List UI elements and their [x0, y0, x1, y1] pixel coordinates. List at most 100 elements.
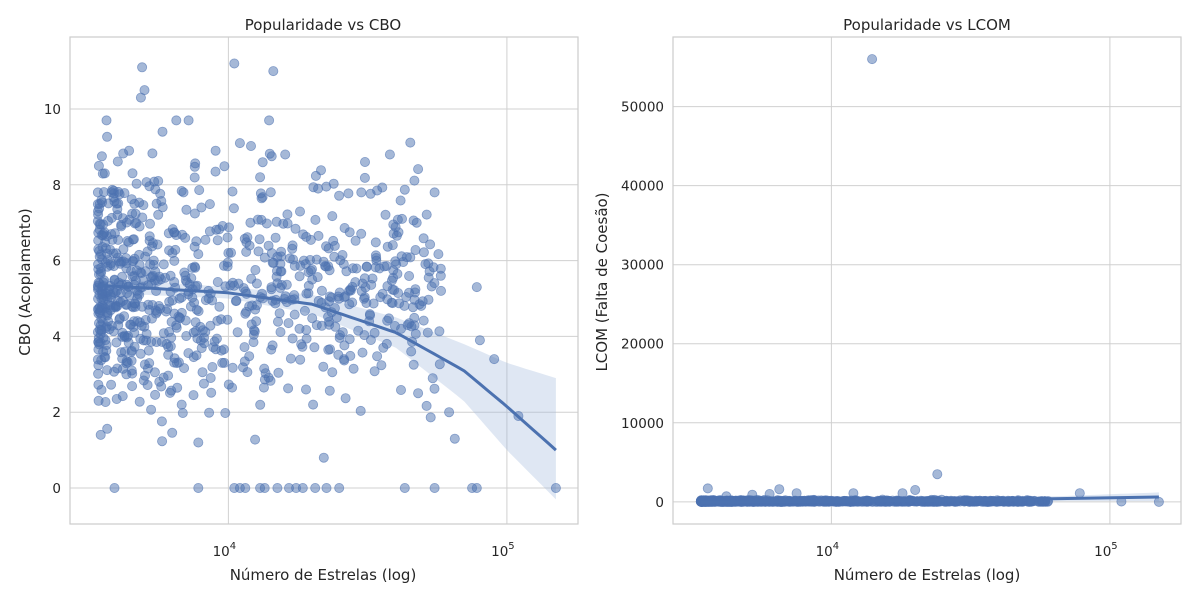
data-point	[324, 385, 335, 396]
data-point	[161, 338, 172, 349]
y-tick-label: 8	[52, 178, 61, 194]
data-point	[399, 184, 410, 195]
data-point	[115, 297, 126, 308]
data-point	[377, 288, 388, 299]
data-point	[245, 217, 256, 228]
data-point	[171, 358, 182, 369]
data-point	[328, 178, 339, 189]
data-point	[109, 274, 120, 285]
data-point	[266, 344, 277, 355]
data-point	[307, 313, 318, 324]
data-point	[429, 482, 440, 493]
lcom-chart: 0 10000 20000 30000 40000 50000 104 105 Popular…	[593, 16, 1182, 584]
y-tick-label: 6	[52, 254, 61, 270]
data-point	[121, 356, 132, 367]
data-point	[241, 246, 252, 257]
data-point	[370, 237, 381, 248]
data-point	[393, 287, 404, 298]
data-point	[294, 323, 305, 334]
data-point	[310, 214, 321, 225]
y-tick-label: 30000	[621, 258, 664, 274]
data-point	[106, 229, 117, 240]
data-point	[167, 295, 178, 306]
data-point	[910, 484, 921, 495]
regression-line	[700, 495, 1159, 504]
data-point	[127, 168, 138, 179]
data-point	[139, 370, 150, 381]
data-point	[421, 400, 432, 411]
data-point	[205, 372, 216, 383]
y-tick-label: 2	[52, 405, 61, 421]
y-tick-label: 0	[655, 495, 664, 511]
data-point	[157, 436, 168, 447]
data-point	[318, 256, 329, 267]
data-point	[103, 316, 114, 327]
data-point	[344, 299, 355, 310]
data-point	[318, 452, 329, 463]
data-point	[380, 209, 391, 220]
data-point	[429, 383, 440, 394]
data-point	[147, 148, 158, 159]
data-point	[189, 161, 200, 172]
data-point	[119, 330, 130, 341]
data-point	[161, 306, 172, 317]
data-point	[227, 362, 238, 373]
data-point	[295, 354, 306, 365]
data-point	[310, 482, 321, 493]
data-point	[190, 317, 201, 328]
data-point	[93, 368, 104, 379]
data-point	[344, 227, 355, 238]
data-point	[183, 115, 194, 126]
data-point	[96, 293, 107, 304]
data-point	[147, 241, 158, 252]
data-point	[207, 361, 218, 372]
data-point	[223, 247, 234, 258]
data-point	[258, 382, 269, 393]
data-point	[329, 251, 340, 262]
data-point	[148, 255, 159, 266]
plot-area: 0 10000 20000 30000 40000 50000 104 105	[621, 36, 1182, 560]
data-point	[220, 281, 231, 292]
data-point	[327, 211, 338, 222]
x-tick-label: 105	[1094, 541, 1118, 560]
data-point	[238, 283, 249, 294]
data-point	[205, 320, 216, 331]
data-point	[242, 232, 253, 243]
data-point	[153, 175, 164, 186]
data-point	[867, 54, 878, 65]
data-point	[214, 301, 225, 312]
data-point	[359, 156, 370, 167]
data-point	[200, 234, 211, 245]
y-tick-label: 4	[52, 329, 61, 345]
data-point	[112, 210, 123, 221]
x-tick-label: 105	[491, 541, 515, 560]
data-point	[272, 316, 283, 327]
data-point	[391, 259, 402, 270]
data-point	[405, 252, 416, 263]
data-point	[273, 367, 284, 378]
data-point	[180, 232, 191, 243]
data-point	[365, 334, 376, 345]
data-point	[223, 379, 234, 390]
data-point	[92, 354, 103, 365]
data-point	[424, 266, 435, 277]
data-point	[156, 416, 167, 427]
data-point	[324, 291, 335, 302]
data-point	[142, 379, 153, 390]
data-point	[270, 232, 281, 243]
data-point	[167, 247, 178, 258]
data-point	[259, 252, 270, 263]
data-point	[289, 309, 300, 320]
data-point	[413, 164, 424, 175]
data-point	[255, 172, 266, 183]
data-point	[368, 298, 379, 309]
data-point	[305, 254, 316, 265]
data-point	[347, 263, 358, 274]
data-point	[181, 204, 192, 215]
data-point	[136, 320, 147, 331]
data-point	[149, 367, 160, 378]
x-tick-label: 104	[213, 541, 237, 560]
data-point	[334, 482, 345, 493]
data-point	[101, 115, 112, 126]
